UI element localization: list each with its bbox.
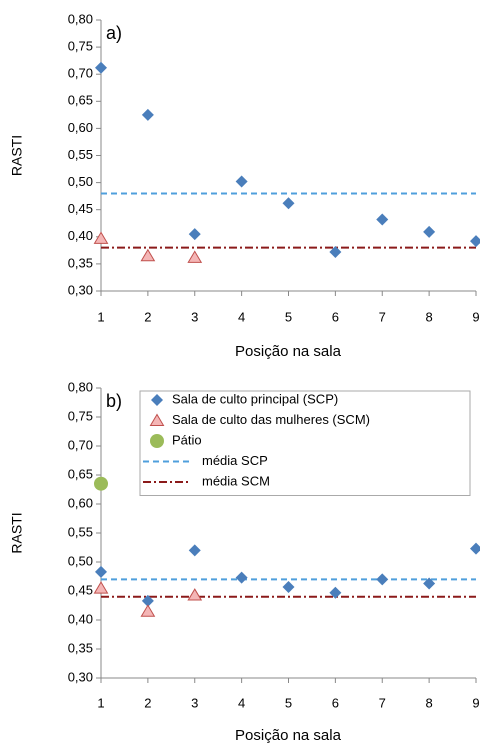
point bbox=[235, 175, 248, 188]
point bbox=[188, 544, 201, 557]
x-tick-label: 6 bbox=[332, 695, 339, 710]
x-tick-label: 2 bbox=[144, 309, 151, 324]
point bbox=[95, 565, 107, 578]
y-tick-label: 0,75 bbox=[68, 408, 93, 423]
legend-label: Pátio bbox=[172, 432, 202, 447]
x-axis-label: Posição na sala bbox=[235, 343, 342, 360]
x-tick-label: 3 bbox=[191, 309, 198, 324]
legend-label: média SCM bbox=[202, 473, 270, 488]
point bbox=[376, 213, 389, 226]
x-axis-label: Posição na sala bbox=[235, 727, 342, 744]
y-tick-label: 0,45 bbox=[68, 201, 93, 216]
point bbox=[470, 235, 480, 248]
y-tick-label: 0,55 bbox=[68, 147, 93, 162]
y-axis-label: RASTI bbox=[9, 135, 25, 176]
x-tick-label: 5 bbox=[285, 695, 292, 710]
point bbox=[423, 577, 436, 590]
legend-label: Sala de culto principal (SCP) bbox=[172, 391, 338, 406]
y-tick-label: 0,75 bbox=[68, 39, 93, 54]
x-tick-label: 9 bbox=[472, 695, 479, 710]
y-tick-label: 0,35 bbox=[68, 640, 93, 655]
x-tick-label: 1 bbox=[97, 695, 104, 710]
annotation: a) bbox=[106, 23, 122, 43]
y-tick-label: 0,40 bbox=[68, 228, 93, 243]
y-tick-label: 0,60 bbox=[68, 120, 93, 135]
y-tick-label: 0,60 bbox=[68, 495, 93, 510]
y-axis-label: RASTI bbox=[9, 512, 25, 553]
y-tick-label: 0,55 bbox=[68, 524, 93, 539]
legend-box bbox=[139, 390, 471, 496]
legend-marker bbox=[150, 434, 164, 448]
point bbox=[235, 571, 248, 584]
point bbox=[187, 588, 203, 601]
x-tick-label: 4 bbox=[238, 309, 245, 324]
x-tick-label: 8 bbox=[426, 309, 433, 324]
point bbox=[282, 197, 295, 210]
point bbox=[93, 581, 109, 594]
x-tick-label: 9 bbox=[472, 309, 479, 324]
y-tick-label: 0,70 bbox=[68, 66, 93, 81]
y-tick-label: 0,45 bbox=[68, 582, 93, 597]
point bbox=[141, 108, 154, 121]
x-tick-label: 4 bbox=[238, 695, 245, 710]
y-tick-label: 0,30 bbox=[68, 669, 93, 684]
point bbox=[140, 604, 156, 617]
x-tick-label: 7 bbox=[379, 309, 386, 324]
point bbox=[423, 225, 436, 238]
point bbox=[95, 61, 107, 74]
legend-marker bbox=[149, 413, 165, 426]
y-tick-label: 0,50 bbox=[68, 174, 93, 189]
point bbox=[329, 245, 342, 258]
point bbox=[376, 573, 389, 586]
legend-label: média SCP bbox=[202, 453, 268, 468]
annotation: b) bbox=[106, 391, 122, 411]
y-tick-label: 0,80 bbox=[68, 379, 93, 394]
x-tick-label: 8 bbox=[426, 695, 433, 710]
point bbox=[282, 580, 295, 593]
y-tick-label: 0,65 bbox=[68, 466, 93, 481]
x-tick-label: 3 bbox=[191, 695, 198, 710]
point bbox=[188, 228, 201, 241]
point bbox=[93, 231, 109, 244]
x-tick-label: 6 bbox=[332, 309, 339, 324]
y-tick-label: 0,80 bbox=[68, 11, 93, 26]
x-tick-label: 7 bbox=[379, 695, 386, 710]
x-tick-label: 1 bbox=[97, 309, 104, 324]
legend-marker bbox=[151, 394, 163, 406]
y-tick-label: 0,50 bbox=[68, 553, 93, 568]
point bbox=[470, 542, 480, 555]
y-tick-label: 0,65 bbox=[68, 93, 93, 108]
point bbox=[140, 248, 156, 262]
point bbox=[141, 594, 154, 607]
x-tick-label: 5 bbox=[285, 309, 292, 324]
point bbox=[329, 586, 342, 599]
x-tick-label: 2 bbox=[144, 695, 151, 710]
y-tick-label: 0,40 bbox=[68, 611, 93, 626]
point bbox=[187, 250, 203, 263]
y-tick-label: 0,30 bbox=[68, 282, 93, 297]
point bbox=[94, 476, 108, 491]
y-tick-label: 0,70 bbox=[68, 437, 93, 452]
y-tick-label: 0,35 bbox=[68, 255, 93, 270]
legend-label: Sala de culto das mulheres (SCM) bbox=[172, 412, 370, 427]
